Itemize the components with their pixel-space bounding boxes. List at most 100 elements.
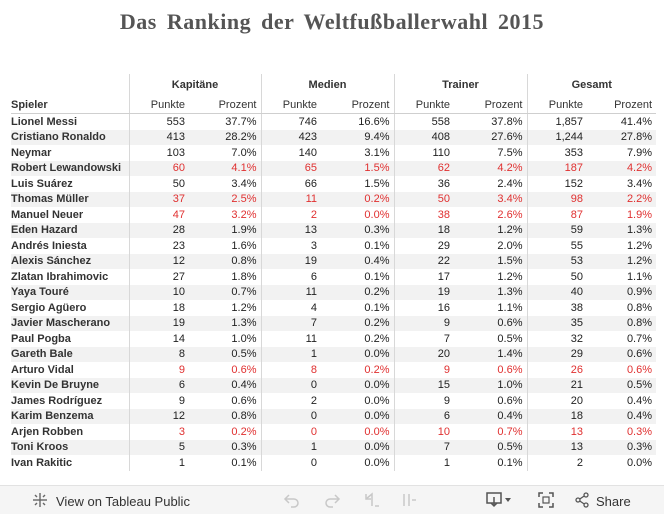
trainer-points-cell: 558 xyxy=(393,113,456,130)
medien-points-cell: 6 xyxy=(260,269,323,285)
trainer-percent-header: Prozent xyxy=(456,96,527,114)
gesamt-points-cell: 187 xyxy=(526,160,589,176)
medien-points-cell: 1 xyxy=(260,346,323,362)
player-name: Kevin De Bruyne xyxy=(11,377,129,393)
player-name: Paul Pogba xyxy=(11,331,129,347)
medien-percent-cell: 0.0% xyxy=(323,377,394,393)
kapitaene-points-cell: 28 xyxy=(128,222,191,238)
gesamt-percent-cell: 0.6% xyxy=(589,362,657,378)
gesamt-percent-cell: 0.4% xyxy=(589,393,657,409)
kapitaene-points-cell: 23 xyxy=(128,238,191,254)
gesamt-points-cell: 98 xyxy=(526,191,589,207)
share-icon xyxy=(574,492,590,511)
trainer-percent-cell: 0.7% xyxy=(456,424,527,440)
kapitaene-percent-cell: 4.1% xyxy=(191,160,261,176)
medien-points-cell: 19 xyxy=(260,253,323,269)
trainer-points-cell: 110 xyxy=(393,145,456,161)
kapitaene-points-cell: 6 xyxy=(128,377,191,393)
player-name: Arturo Vidal xyxy=(11,362,129,378)
page-title: Das Ranking der Weltfußballerwahl 2015 xyxy=(119,9,545,34)
trainer-points-cell: 19 xyxy=(393,284,456,300)
medien-points-cell: 140 xyxy=(260,145,323,161)
player-name: Zlatan Ibrahimovic xyxy=(11,269,129,285)
trainer-percent-cell: 0.4% xyxy=(456,408,527,424)
gesamt-percent-cell: 4.2% xyxy=(589,160,657,176)
medien-points-cell: 2 xyxy=(260,393,323,409)
share-button[interactable]: Share xyxy=(574,492,631,511)
gesamt-points-cell: 152 xyxy=(526,176,589,192)
download-icon[interactable] xyxy=(484,490,514,510)
trainer-points-cell: 1 xyxy=(393,455,456,471)
medien-points-cell: 0 xyxy=(260,377,323,393)
kapitaene-percent-cell: 0.8% xyxy=(191,253,261,269)
medien-points-cell: 3 xyxy=(260,238,323,254)
pause-icon[interactable] xyxy=(399,490,419,510)
trainer-percent-cell: 1.1% xyxy=(456,300,527,316)
table-row: Robert Lewandowski 60 4.1% 65 1.5% 62 4.2% 187 4… xyxy=(11,160,657,176)
gesamt-percent-cell: 0.7% xyxy=(589,331,657,347)
kapitaene-points-cell: 8 xyxy=(128,346,191,362)
trainer-percent-cell: 0.6% xyxy=(456,315,527,331)
medien-percent-cell: 0.2% xyxy=(323,191,394,207)
player-name: Neymar xyxy=(11,145,129,161)
trainer-percent-cell: 27.6% xyxy=(456,129,527,145)
kapitaene-points-cell: 50 xyxy=(128,176,191,192)
player-name: Javier Mascherano xyxy=(11,315,129,331)
medien-percent-cell: 0.1% xyxy=(323,300,394,316)
medien-points-cell: 2 xyxy=(260,207,323,223)
undo-icon[interactable] xyxy=(282,490,302,510)
trainer-points-cell: 16 xyxy=(393,300,456,316)
kapitaene-points-cell: 19 xyxy=(128,315,191,331)
trainer-points-cell: 50 xyxy=(393,191,456,207)
kapitaene-points-cell: 5 xyxy=(128,439,191,455)
medien-percent-cell: 1.5% xyxy=(323,160,394,176)
player-name: Arjen Robben xyxy=(11,424,129,440)
kapitaene-percent-cell: 1.8% xyxy=(191,269,261,285)
gesamt-percent-cell: 27.8% xyxy=(589,129,657,145)
gesamt-points-cell: 1,857 xyxy=(526,113,589,130)
gesamt-points-cell: 13 xyxy=(526,424,589,440)
trainer-points-cell: 62 xyxy=(393,160,456,176)
kapitaene-points-cell: 1 xyxy=(128,455,191,471)
gesamt-percent-cell: 0.9% xyxy=(589,284,657,300)
medien-percent-cell: 0.0% xyxy=(323,207,394,223)
group-trainer: Trainer xyxy=(393,74,527,96)
medien-percent-cell: 3.1% xyxy=(323,145,394,161)
gesamt-percent-cell: 0.8% xyxy=(589,300,657,316)
kapitaene-points-cell: 553 xyxy=(128,113,191,130)
trainer-points-cell: 9 xyxy=(393,315,456,331)
player-name: Lionel Messi xyxy=(11,113,129,130)
medien-percent-cell: 0.2% xyxy=(323,362,394,378)
kapitaene-points-cell: 9 xyxy=(128,362,191,378)
kapitaene-points-cell: 37 xyxy=(128,191,191,207)
kapitaene-percent-cell: 2.5% xyxy=(191,191,261,207)
table-row: Sergio Agüero 18 1.2% 4 0.1% 16 1.1% 38 0.8% xyxy=(11,300,657,316)
trainer-percent-cell: 0.6% xyxy=(456,393,527,409)
medien-points-cell: 7 xyxy=(260,315,323,331)
gesamt-points-cell: 21 xyxy=(526,377,589,393)
kapitaene-percent-cell: 0.8% xyxy=(191,408,261,424)
player-name: Sergio Agüero xyxy=(11,300,129,316)
trainer-percent-cell: 1.3% xyxy=(456,284,527,300)
medien-points-cell: 0 xyxy=(260,408,323,424)
medien-points-cell: 11 xyxy=(260,191,323,207)
group-header-row: Kapitäne Medien Trainer Gesamt xyxy=(11,74,657,96)
medien-percent-cell: 0.2% xyxy=(323,315,394,331)
view-on-tableau-link[interactable]: View on Tableau Public xyxy=(32,492,190,511)
redo-icon[interactable] xyxy=(322,490,342,510)
kapitaene-points-cell: 47 xyxy=(128,207,191,223)
trainer-points-cell: 9 xyxy=(393,362,456,378)
trainer-percent-cell: 1.0% xyxy=(456,377,527,393)
gesamt-percent-cell: 3.4% xyxy=(589,176,657,192)
gesamt-percent-header: Prozent xyxy=(589,96,657,114)
revert-icon[interactable] xyxy=(362,490,382,510)
kapitaene-percent-cell: 1.2% xyxy=(191,300,261,316)
medien-percent-cell: 0.0% xyxy=(323,424,394,440)
gesamt-points-cell: 53 xyxy=(526,253,589,269)
trainer-percent-cell: 1.2% xyxy=(456,222,527,238)
fullscreen-icon[interactable] xyxy=(536,490,556,510)
medien-percent-cell: 0.1% xyxy=(323,269,394,285)
kapitaene-points-cell: 413 xyxy=(128,129,191,145)
kapitaene-percent-header: Prozent xyxy=(191,96,261,114)
player-name: James Rodríguez xyxy=(11,393,129,409)
